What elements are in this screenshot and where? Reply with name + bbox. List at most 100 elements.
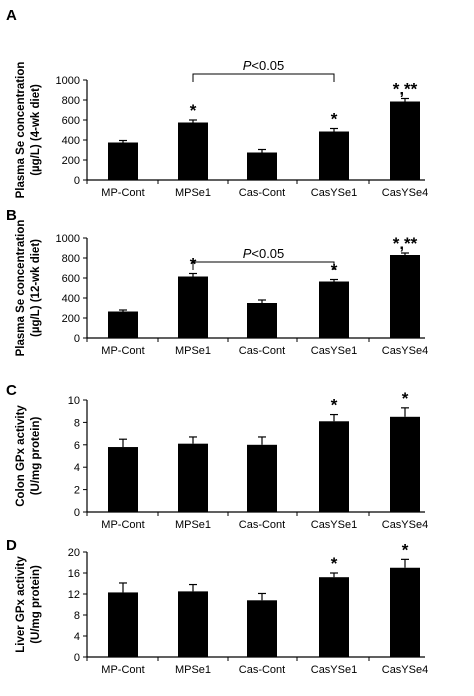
significance-mark: *,** <box>393 234 418 253</box>
y-tick-label: 400 <box>62 135 80 147</box>
y-tick-label: 1000 <box>56 233 80 245</box>
y-tick-label: 12 <box>68 589 80 601</box>
bar <box>390 101 420 180</box>
category-label: CasYSe1 <box>311 187 357 199</box>
panel-a: A Plasma Se concentration (µg/L) (4-wk die… <box>6 7 428 199</box>
bar <box>108 311 138 338</box>
y-tick-label: 4 <box>74 631 80 643</box>
bar <box>108 592 138 657</box>
panel-letter: A <box>6 7 17 24</box>
y-axis-label: Colon GPx activity (U/mg protein) <box>15 405 42 507</box>
category-label: CasYSe1 <box>311 345 357 357</box>
y-tick-label: 400 <box>62 293 80 305</box>
bar <box>247 444 277 512</box>
panel-letter: D <box>6 537 17 554</box>
category-label: CasYSe4 <box>382 187 428 199</box>
category-label: CasYSe4 <box>382 345 428 357</box>
y-tick-label: 20 <box>68 547 80 559</box>
bar <box>178 122 208 180</box>
category-label: MPSe1 <box>175 187 211 199</box>
y-tick-label: 0 <box>74 652 80 664</box>
bar <box>319 281 349 338</box>
y-axis-label: Liver GPx activity (U/mg protein) <box>15 556 42 653</box>
y-tick-label: 600 <box>62 273 80 285</box>
significance-mark: * <box>331 110 338 129</box>
y-tick-label: 6 <box>74 440 80 452</box>
category-label: CasYSe4 <box>382 664 428 676</box>
panel-letter: C <box>6 382 17 399</box>
category-label: MPSe1 <box>175 664 211 676</box>
y-tick-label: 10 <box>68 395 80 407</box>
y-axis-label: Plasma Se concentration (µg/L) (12-wk die… <box>15 220 42 357</box>
category-label: CasYSe1 <box>311 664 357 676</box>
bar <box>108 447 138 512</box>
y-tick-label: 0 <box>74 333 80 345</box>
y-tick-label: 1000 <box>56 75 80 87</box>
y-tick-label: 8 <box>74 417 80 429</box>
bar <box>247 152 277 180</box>
significance-mark: * <box>331 396 338 415</box>
y-axis-label-line: Colon GPx activity <box>15 405 27 507</box>
bar <box>319 131 349 180</box>
comparison-bracket <box>192 261 335 270</box>
y-tick-label: 200 <box>62 155 80 167</box>
y-axis-label-line: Liver GPx activity <box>15 556 27 653</box>
bar <box>319 421 349 512</box>
comparison-label: P<0.05 <box>243 58 285 73</box>
panel-c: C Colon GPx activity (U/mg protein) 0 2 4 6 8 10… <box>6 382 428 531</box>
comparison-label-rest: <0.05 <box>251 246 284 261</box>
bar <box>247 600 277 657</box>
y-tick-label: 4 <box>74 462 80 474</box>
significance-mark: *,** <box>393 80 418 99</box>
significance-mark: * <box>402 389 409 408</box>
y-tick-label: 0 <box>74 175 80 187</box>
bar <box>390 567 420 657</box>
bar <box>178 443 208 512</box>
bar <box>178 591 208 657</box>
comparison-label-p: P <box>243 58 252 73</box>
category-label: CasYSe4 <box>382 519 428 531</box>
y-tick-label: 0 <box>74 507 80 519</box>
category-label: Cas-Cont <box>239 187 285 199</box>
bar <box>108 142 138 180</box>
y-axis-label: Plasma Se concentration (µg/L) (4-wk diet… <box>15 62 42 199</box>
significance-mark: * <box>331 554 338 573</box>
bar <box>247 303 277 338</box>
category-label: Cas-Cont <box>239 664 285 676</box>
y-tick-label: 600 <box>62 115 80 127</box>
bar <box>178 276 208 338</box>
panel-d: D Liver GPx activity (U/mg protein) 0 4 8 12 16… <box>6 537 428 676</box>
category-label: MP-Cont <box>101 187 144 199</box>
category-label: CasYSe1 <box>311 519 357 531</box>
y-tick-label: 800 <box>62 95 80 107</box>
comparison-label-rest: <0.05 <box>251 58 284 73</box>
bar <box>390 255 420 338</box>
y-axis-label-line: (µg/L) (12-wk diet) <box>30 239 42 337</box>
y-axis-label-line: Plasma Se concentration <box>15 62 27 199</box>
category-label: MP-Cont <box>101 345 144 357</box>
bar <box>390 416 420 512</box>
comparison-bracket <box>192 73 335 82</box>
category-label: Cas-Cont <box>239 519 285 531</box>
y-tick-label: 800 <box>62 253 80 265</box>
category-label: MP-Cont <box>101 664 144 676</box>
panel-letter: B <box>6 207 17 224</box>
y-axis-label-line: (µg/L) (4-wk diet) <box>30 84 42 176</box>
category-label: MP-Cont <box>101 519 144 531</box>
y-axis-label-line: (U/mg protein) <box>30 417 42 496</box>
category-label: MPSe1 <box>175 345 211 357</box>
bar <box>319 577 349 657</box>
category-label: Cas-Cont <box>239 345 285 357</box>
y-axis-label-line: Plasma Se concentration <box>15 220 27 357</box>
y-tick-label: 8 <box>74 610 80 622</box>
comparison-label: P<0.05 <box>243 246 285 261</box>
comparison-label-p: P <box>243 246 252 261</box>
y-axis-label-line: (U/mg protein) <box>30 565 42 644</box>
significance-mark: * <box>402 540 409 559</box>
y-tick-label: 200 <box>62 313 80 325</box>
y-tick-label: 2 <box>74 485 80 497</box>
category-label: MPSe1 <box>175 519 211 531</box>
significance-mark: * <box>190 101 197 120</box>
